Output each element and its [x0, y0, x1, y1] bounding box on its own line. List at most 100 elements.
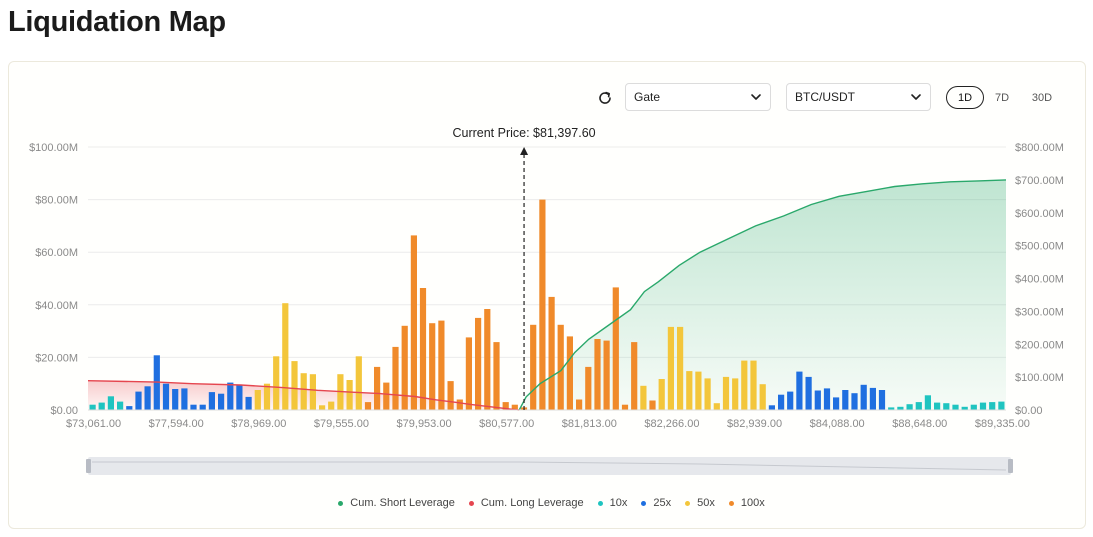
bar-25x	[860, 384, 867, 410]
bar-25x	[833, 397, 840, 410]
legend-label: Cum. Long Leverage	[480, 497, 584, 509]
bar-100x	[374, 366, 381, 410]
x-axis-tick-label: $79,953.00	[397, 418, 452, 430]
legend-item-long[interactable]: Cum. Long Leverage	[468, 497, 584, 509]
page-title: Liquidation Map	[8, 6, 226, 38]
zoom-slider-track[interactable]	[88, 457, 1011, 475]
legend-dot-icon	[597, 500, 603, 506]
left-axis-tick-label: $100.00M	[29, 142, 78, 154]
right-axis-tick-label: $400.00M	[1015, 274, 1064, 286]
bar-25x	[814, 390, 821, 410]
bar-10x	[952, 404, 959, 410]
bar-50x	[722, 376, 730, 410]
right-axis-tick-label: $100.00M	[1015, 372, 1064, 384]
cum-long-line	[87, 380, 520, 411]
liquidation-chart: $0.00 $20.00M $40.00M $60.00M $80.00M $100.00…	[29, 126, 1064, 475]
legend-label: 10x	[609, 497, 628, 509]
bar-100x	[447, 381, 454, 410]
bar-50x	[640, 385, 647, 410]
bar-100x	[530, 324, 537, 410]
left-axis-tick-label: $80.00M	[35, 195, 78, 207]
legend-dot-icon	[685, 500, 691, 506]
bar-50x	[291, 361, 298, 410]
right-axis-tick-label: $0.00	[1015, 405, 1043, 417]
bar-100x	[649, 400, 656, 410]
zoom-slider-preview	[92, 461, 1007, 471]
zoom-slider-right-handle[interactable]	[1008, 459, 1013, 473]
bar-100x	[566, 336, 573, 410]
cum-short-area	[519, 179, 1006, 410]
bar-50x	[282, 303, 289, 410]
right-axis-tick-label: $600.00M	[1015, 208, 1064, 220]
x-axis-tick-label: $78,969.00	[231, 418, 286, 430]
bar-50x	[686, 371, 693, 410]
cum-short-line	[518, 179, 1007, 411]
bar-100x	[429, 323, 436, 410]
bar-100x	[585, 366, 592, 410]
bar-25x	[823, 388, 831, 410]
right-axis-tick-label: $300.00M	[1015, 306, 1064, 318]
bar-50x	[273, 356, 280, 410]
bar-100x	[511, 404, 518, 410]
current-price-arrow	[520, 147, 529, 155]
bar-25x	[768, 405, 775, 410]
legend-item-lev100x[interactable]: 100x	[728, 497, 765, 509]
bar-10x	[970, 404, 977, 410]
x-axis-tick-label: $82,939.00	[727, 418, 782, 430]
bar-10x	[998, 401, 1005, 410]
x-axis-tick-label: $77,594.00	[149, 418, 204, 430]
bar-100x	[401, 325, 408, 410]
bar-10x	[89, 404, 96, 410]
range-1d-button[interactable]: 1D	[946, 86, 984, 109]
bar-50x	[677, 326, 684, 410]
bar-50x	[750, 360, 757, 410]
bar-100x	[576, 399, 583, 410]
bar-100x	[465, 337, 472, 410]
bar-100x	[438, 320, 445, 410]
right-axis-tick-label: $500.00M	[1015, 241, 1064, 253]
legend-item-lev10x[interactable]: 10x	[597, 497, 628, 509]
x-axis-tick-label: $80,577.00	[479, 418, 534, 430]
pair-select[interactable]: BTC/USDT	[786, 83, 931, 111]
exchange-select[interactable]: Gate	[625, 83, 771, 111]
bar-10x	[961, 406, 968, 410]
zoom-slider-left-handle[interactable]	[86, 459, 91, 473]
range-7d-button[interactable]: 7D	[994, 91, 1010, 104]
bar-10x	[107, 396, 114, 410]
bar-25x	[199, 404, 206, 410]
bar-10x	[888, 407, 895, 410]
legend-dot-icon	[468, 500, 474, 506]
bar-25x	[162, 383, 170, 410]
legend-dot-icon	[338, 500, 344, 506]
bar-10x	[897, 406, 904, 410]
legend-item-lev25x[interactable]: 25x	[641, 497, 671, 509]
bar-25x	[787, 391, 794, 410]
bar-50x	[713, 403, 720, 410]
chevron-down-icon	[911, 94, 921, 100]
legend-item-lev50x[interactable]: 50x	[685, 497, 715, 509]
bar-25x	[181, 388, 188, 410]
bar-10x	[915, 402, 922, 410]
bar-25x	[805, 376, 812, 410]
bar-50x	[759, 384, 766, 410]
x-axis-tick-label: $79,555.00	[314, 418, 369, 430]
bar-100x	[548, 296, 555, 410]
right-axis-tick-label: $800.00M	[1015, 142, 1064, 154]
bar-10x	[98, 402, 105, 410]
x-axis-tick-label: $89,335.00	[975, 418, 1030, 430]
legend-label: Cum. Short Leverage	[350, 497, 455, 509]
bar-25x	[869, 387, 876, 410]
refresh-icon[interactable]	[596, 89, 614, 107]
bar-25x	[878, 390, 886, 410]
chevron-down-icon	[751, 94, 761, 100]
bar-25x	[190, 404, 197, 410]
bar-100x	[364, 402, 372, 410]
x-axis-tick-label: $88,648.00	[892, 418, 947, 430]
legend-dot-icon	[728, 500, 734, 506]
bar-10x	[989, 402, 996, 410]
bar-25x	[218, 393, 225, 410]
range-30d-button[interactable]: 30D	[1031, 91, 1053, 104]
bar-100x	[383, 382, 390, 410]
legend-item-short[interactable]: Cum. Short Leverage	[338, 497, 455, 509]
bar-100x	[493, 342, 500, 410]
